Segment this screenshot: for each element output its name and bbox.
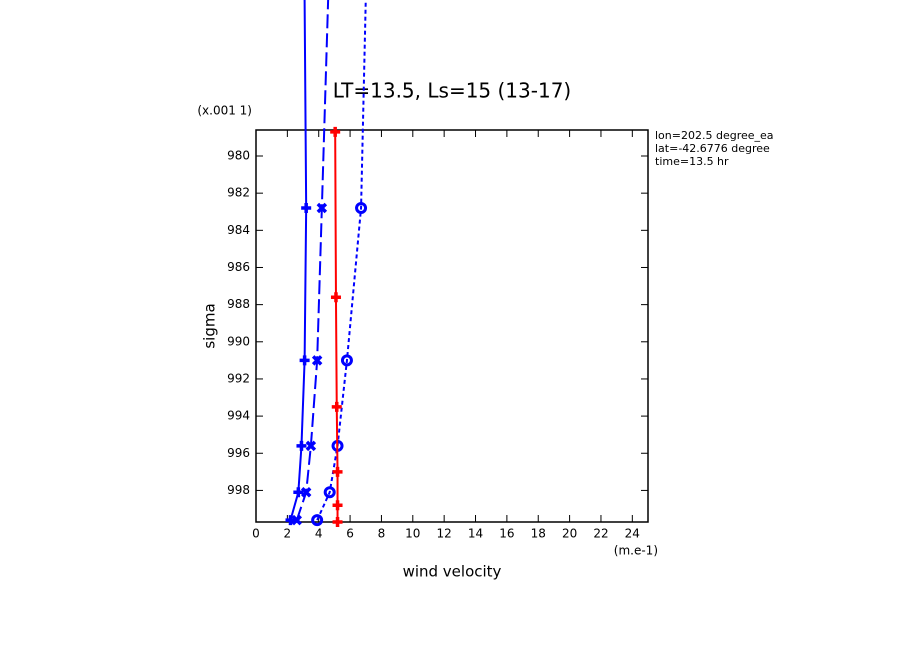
marker [330, 126, 341, 137]
y-tick-label: 984 [227, 223, 250, 237]
x-tick-label: 14 [468, 527, 483, 541]
marker [293, 487, 304, 498]
x-tick-label: 16 [499, 527, 514, 541]
marker [305, 440, 317, 452]
marker [311, 355, 323, 366]
x-tick-label: 4 [315, 527, 323, 541]
marker [355, 202, 368, 215]
marker [316, 202, 328, 214]
marker [301, 203, 312, 214]
y-tick-label: 990 [227, 334, 250, 348]
y-tick-label: 998 [227, 483, 250, 497]
marker [285, 515, 296, 526]
marker [323, 486, 336, 499]
x-tick-label: 2 [284, 527, 292, 541]
marker [332, 517, 343, 527]
series-line [289, 0, 308, 521]
marker [296, 440, 307, 451]
marker [332, 466, 343, 477]
marker [331, 401, 342, 412]
annotation: lon=202.5 degree_ea [655, 129, 774, 142]
annotation: lat=-42.6776 degree [655, 142, 770, 155]
series-line [295, 0, 330, 521]
x-tick-label: 0 [252, 527, 260, 541]
marker [291, 514, 303, 526]
x-unit: (m.e-1) [614, 544, 658, 558]
y-tick-label: 996 [227, 446, 250, 460]
x-tick-label: 24 [625, 527, 640, 541]
y-tick-label: 992 [227, 371, 250, 385]
plot-frame [255, 129, 649, 523]
y-tick-label: 988 [227, 297, 250, 311]
x-tick-label: 6 [346, 527, 354, 541]
annotation: time=13.5 hr [655, 155, 729, 168]
y-tick-label: 980 [227, 149, 250, 163]
x-tick-label: 8 [378, 527, 386, 541]
x-tick-label: 10 [405, 527, 420, 541]
y-axis-label: sigma [201, 303, 219, 348]
series-line [316, 0, 367, 521]
x-tick-label: 18 [531, 527, 546, 541]
x-tick-label: 22 [593, 527, 608, 541]
marker [340, 354, 353, 367]
marker [330, 292, 341, 303]
marker [299, 355, 310, 366]
y-tick-label: 982 [227, 186, 250, 200]
marker [311, 514, 324, 527]
chart-title: LT=13.5, Ls=15 (13-17) [333, 79, 571, 103]
marker [332, 500, 343, 511]
y-unit: (x.001 1) [197, 104, 252, 118]
x-axis-label: wind velocity [403, 563, 502, 581]
marker [300, 487, 312, 498]
x-tick-label: 12 [437, 527, 452, 541]
y-tick-label: 986 [227, 260, 250, 274]
x-tick-label: 20 [562, 527, 577, 541]
y-tick-label: 994 [227, 409, 250, 423]
